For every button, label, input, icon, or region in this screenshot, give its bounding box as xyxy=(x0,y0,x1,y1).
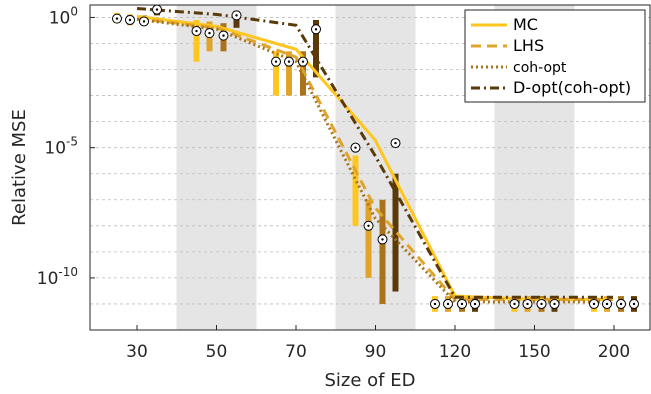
median-dot xyxy=(446,302,450,306)
legend-label-D-opt(coh-opt): D-opt(coh-opt) xyxy=(513,78,631,97)
x-axis-label: Size of ED xyxy=(325,370,416,391)
median-dot xyxy=(208,31,211,35)
box-LHS-90 xyxy=(365,199,372,278)
median-dot xyxy=(619,302,623,306)
median-dot xyxy=(142,20,146,23)
median-dot xyxy=(473,302,477,306)
y-tick-label: 10-5 xyxy=(44,135,78,159)
median-dot xyxy=(433,302,437,306)
x-tick-label: 90 xyxy=(365,342,387,362)
median-dot xyxy=(540,302,543,306)
median-dot xyxy=(128,18,132,22)
median-dot xyxy=(274,60,278,63)
median-dot xyxy=(394,141,397,145)
median-dot xyxy=(222,34,225,37)
x-tick-label: 150 xyxy=(518,342,550,362)
median-dot xyxy=(235,14,238,17)
series-lines xyxy=(136,7,613,304)
box-MC-50 xyxy=(193,19,200,62)
median-markers xyxy=(112,4,639,309)
median-dot xyxy=(592,302,596,306)
shaded-band xyxy=(335,5,416,330)
median-dot xyxy=(314,28,318,31)
box-D-opt(coh-opt)-70 xyxy=(313,19,319,78)
median-dot xyxy=(287,60,291,63)
y-tick-label: 10-10 xyxy=(37,265,78,289)
median-dot xyxy=(526,302,529,306)
legend-label-coh-opt: coh-opt xyxy=(513,60,567,76)
series-line-coh-opt xyxy=(136,17,613,304)
y-ticks: 100 10-5 10-10 xyxy=(37,4,95,289)
median-dot xyxy=(301,60,305,63)
median-dot xyxy=(553,302,556,306)
box-D-opt(coh-opt)-90 xyxy=(392,173,399,292)
legend-label-MC: MC xyxy=(513,15,538,34)
y-axis-label: Relative MSE xyxy=(9,109,30,226)
y-tick-label: 100 xyxy=(49,4,78,28)
box-LHS-70 xyxy=(286,51,292,96)
median-dot xyxy=(605,302,609,306)
x-ticks: 30 50 70 90 120 150 200 xyxy=(126,325,630,362)
median-dot xyxy=(513,302,516,306)
x-tick-label: 30 xyxy=(126,342,148,362)
median-dot xyxy=(632,302,636,306)
median-dot xyxy=(195,29,198,33)
legend: MC LHS coh-opt D-opt(coh-opt) xyxy=(464,9,646,103)
median-dot xyxy=(381,238,384,241)
median-dot xyxy=(155,8,159,11)
plot-frame xyxy=(89,4,651,331)
box-MC-70 xyxy=(273,51,279,96)
median-dot xyxy=(115,17,119,20)
median-dot xyxy=(354,146,357,149)
legend-label-LHS: LHS xyxy=(513,36,544,55)
x-tick-label: 200 xyxy=(598,342,630,362)
x-tick-label: 120 xyxy=(439,342,471,362)
box-coh-opt-90 xyxy=(379,199,386,304)
series-line-D-opt(coh-opt) xyxy=(136,7,613,299)
box-MC-90 xyxy=(352,155,359,226)
median-dot xyxy=(460,302,464,306)
x-tick-label: 50 xyxy=(206,342,228,362)
x-tick-label: 70 xyxy=(285,342,307,362)
shaded-band xyxy=(176,5,257,330)
median-dot xyxy=(367,224,370,228)
